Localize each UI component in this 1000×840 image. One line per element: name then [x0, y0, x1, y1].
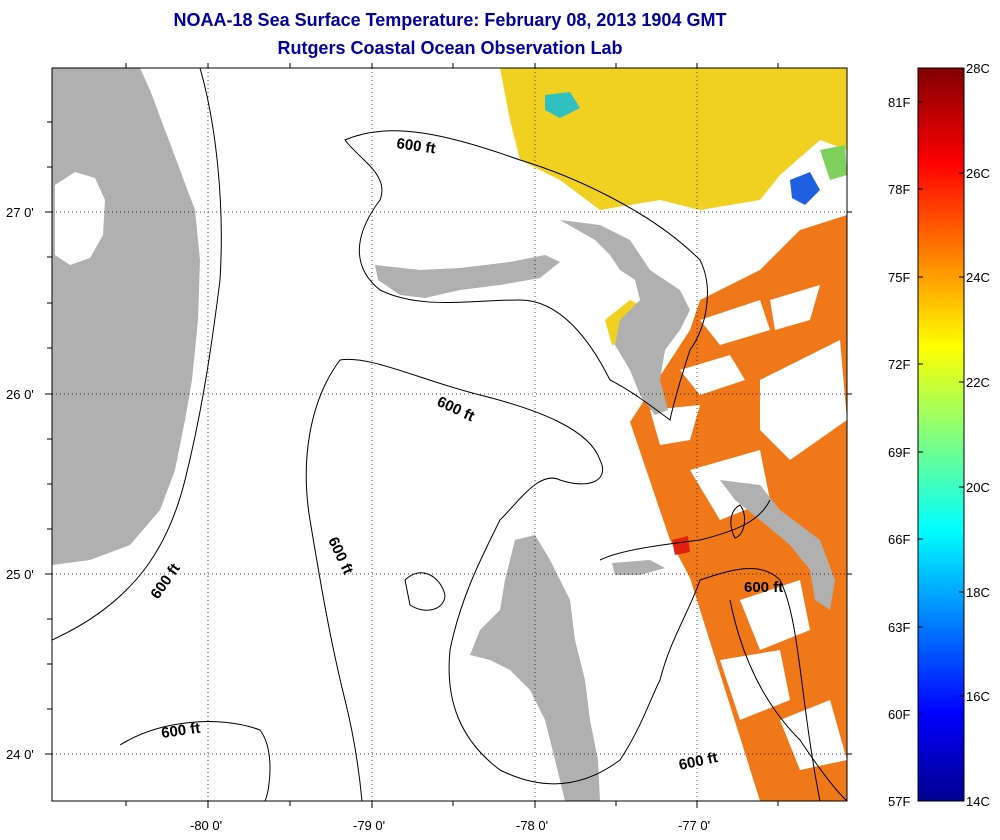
- cloud-gap: [770, 285, 820, 330]
- cloud-gap: [740, 580, 810, 650]
- lon-tick-label: -80 0': [190, 818, 222, 833]
- land-new-providence: [612, 560, 665, 575]
- colorbar-f-label: 60F: [888, 707, 910, 722]
- colorbar-f-label: 72F: [888, 357, 910, 372]
- colorbar-c-label: 16C: [966, 689, 990, 704]
- colorbar-f-label: 78F: [888, 182, 910, 197]
- contour-label: 600 ft: [160, 720, 201, 742]
- lat-tick-label: 24 0': [6, 747, 34, 762]
- colorbar-f-label: 81F: [888, 95, 910, 110]
- chart-title: NOAA-18 Sea Surface Temperature: Februar…: [173, 10, 727, 30]
- colorbar: [917, 67, 965, 802]
- cloud-gap: [780, 700, 847, 770]
- sst-patch-blue: [790, 172, 820, 205]
- lake-okeechobee: [55, 172, 105, 265]
- colorbar-c-label: 20C: [966, 480, 990, 495]
- lon-tick-label: -79 0': [353, 818, 385, 833]
- colorbar-c-label: 26C: [966, 166, 990, 181]
- colorbar-c-label: 24C: [966, 270, 990, 285]
- colorbar-c-label: 18C: [966, 585, 990, 600]
- land-eleuthera: [720, 480, 835, 610]
- sst-swath-cool-north: [500, 68, 847, 210]
- colorbar-f-label: 63F: [888, 620, 910, 635]
- land-grand-bahama: [375, 255, 560, 298]
- lat-tick-label: 27 0': [6, 205, 34, 220]
- map-frame: [51, 67, 848, 802]
- sst-patch-teal: [545, 92, 580, 118]
- cloud-gap: [700, 300, 770, 345]
- cloud-gap: [760, 340, 847, 460]
- colorbar-ticks: [918, 67, 964, 802]
- depth-contours: [52, 68, 847, 801]
- colorbar-c-label: 28C: [966, 61, 990, 76]
- colorbar-f-label: 66F: [888, 532, 910, 547]
- axis-ticks: [45, 63, 852, 808]
- contour-label: 600 ft: [744, 579, 783, 596]
- cloud-gap: [680, 355, 745, 395]
- sst-patch-green: [820, 145, 847, 180]
- colorbar-f-label: 57F: [888, 794, 910, 809]
- lon-tick-label: -78 0': [516, 818, 548, 833]
- contour-label: 600 ft: [395, 135, 436, 157]
- colorbar-c-label: 22C: [966, 375, 990, 390]
- chart-subtitle: Rutgers Coastal Ocean Observation Lab: [277, 38, 623, 58]
- lat-tick-label: 26 0': [6, 387, 34, 402]
- colorbar-c-label: 14C: [966, 794, 990, 809]
- lat-tick-label: 25 0': [6, 567, 34, 582]
- colorbar-f-label: 75F: [888, 270, 910, 285]
- land-abaco: [560, 220, 690, 415]
- lon-tick-label: -77 0': [678, 818, 710, 833]
- cloud-gap: [720, 650, 790, 720]
- grid-lines: [52, 68, 847, 801]
- sst-patch-red: [672, 536, 690, 555]
- colorbar-f-label: 69F: [888, 445, 910, 460]
